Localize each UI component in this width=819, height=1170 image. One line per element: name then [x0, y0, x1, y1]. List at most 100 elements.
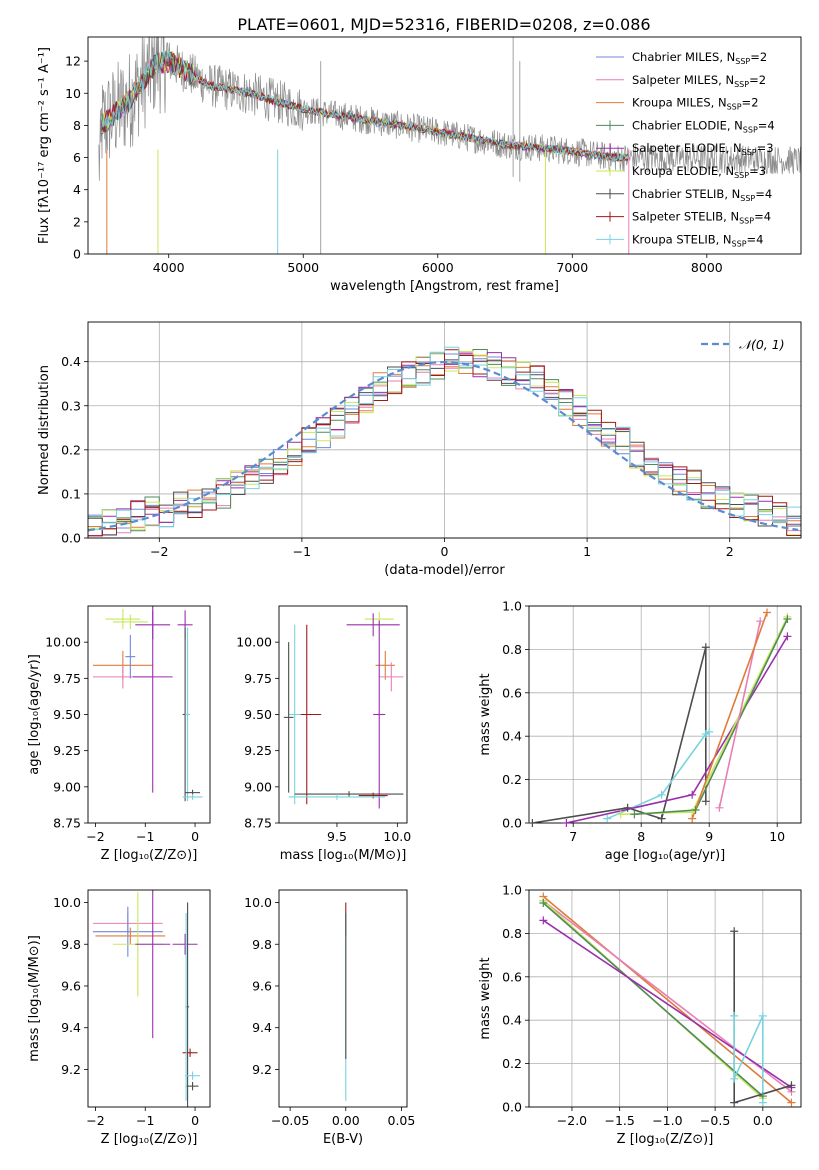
mass_vs_z-ytick-label: 9.4	[61, 1020, 81, 1035]
weight_vs_z-xtick-label: −1.5	[604, 1113, 634, 1128]
legend-nssp-sub: SSP	[734, 171, 749, 180]
weight_vs_z-ytick-label: 0.0	[502, 1100, 522, 1115]
legend-nssp-prefix: , N	[718, 73, 734, 87]
mass_vs_z-panel: −2 −1 0 9.2 9.4 9.6 9.8 10.0 Z [log₁₀(Z/Z⊙)] mass…	[27, 889, 211, 1147]
mass_vs_z-ytick-label: 9.8	[61, 937, 81, 952]
legend-nssp-eq: =	[757, 141, 767, 155]
weight_vs_age-xtick-label: 9	[705, 829, 713, 844]
weight_vs_age-marker-5-1	[756, 617, 765, 626]
age_vs_z-ytick-label: 9.75	[53, 671, 81, 686]
mass_vs_ebv-xtick-label: −0.05	[271, 1113, 309, 1128]
weight_vs_z-panel: −2.0 −1.5 −1.0 −0.5 0.0 0.0 0.2 0.4 0.6 0.8 1.0 Z […	[478, 883, 802, 1147]
legend-nssp-prefix: , N	[724, 187, 740, 201]
weight_vs_age-marker-0-4	[701, 797, 710, 806]
spectrum-ylabel: Flux [fλ10⁻¹⁷ erg cm⁻² s⁻¹ A⁻¹]	[37, 47, 52, 244]
residuals-xtick-label: 1	[583, 544, 591, 559]
age_vs_mass-ytick-label: 9.50	[244, 707, 272, 722]
legend-nssp-sub: SSP	[742, 148, 757, 157]
spectrum-ytick-label: 6	[73, 150, 81, 165]
age_vs_mass-xtick-label: 10.0	[383, 829, 411, 844]
mass_vs_z-xtick-label: −1	[136, 1113, 154, 1128]
legend-label-5: Kroupa ELODIE, NSSP=3	[632, 164, 766, 180]
weight_vs_z-ytick-label: 0.2	[502, 1056, 522, 1071]
mass_vs_ebv-xtick-label: 0.05	[388, 1113, 416, 1128]
age_vs_z-ytick-label: 9.00	[53, 779, 81, 794]
legend-model-name: Salpeter ELODIE	[632, 141, 726, 155]
legend-nssp-prefix: , N	[719, 50, 735, 64]
weight_vs_age-marker-4-2	[783, 615, 792, 624]
legend-model-name: Salpeter STELIB	[632, 210, 723, 224]
weight_vs_age-marker-4-0	[630, 810, 639, 819]
legend-nssp-eq: =	[755, 187, 765, 201]
weight_vs_age-xtick-label: 10	[769, 829, 785, 844]
weight_vs_z-ytick-label: 1.0	[502, 883, 522, 898]
legend-nssp-sub: SSP	[734, 80, 749, 89]
normal-curve	[88, 360, 799, 532]
legend-model-name: Chabrier STELIB	[632, 187, 724, 201]
mass_vs_ebv-xlabel: E(B-V)	[323, 1132, 363, 1147]
mass_vs_ebv-ytick-label: 9.8	[252, 937, 272, 952]
weight_vs_age-marker-6-0	[688, 814, 697, 823]
weight_vs_age-frame	[528, 605, 802, 824]
spectrum-ytick-label: 8	[73, 118, 81, 133]
spectrum-xtick-label: 8000	[691, 260, 723, 275]
legend-nssp-value: 4	[756, 232, 763, 246]
age_vs_z-panel: −2 −1 0 8.75 9.00 9.25 9.50 9.75 10.00 Z [log₁₀(Z…	[27, 605, 211, 863]
weight_vs_z-marker-6-3	[758, 1098, 767, 1107]
spectrum-frame	[87, 36, 802, 255]
residuals-xlabel: (data-model)/error	[384, 563, 505, 578]
age_vs_mass-ytick-label: 10.00	[236, 635, 272, 650]
age_vs_mass-plot-area	[283, 611, 404, 809]
mass_vs_z-ytick-label: 10.0	[53, 895, 81, 910]
spectrum-ytick-label: 4	[73, 182, 81, 197]
mass_vs_ebv-ytick-label: 9.4	[252, 1020, 272, 1035]
legend-label-3: Chabrier ELODIE, NSSP=4	[632, 118, 775, 134]
weight_vs_z-xtick-label: −2.0	[557, 1113, 587, 1128]
age_vs_z-xtick-label: −2	[86, 829, 104, 844]
residuals-ylabel: Normed distribution	[37, 365, 52, 495]
weight_vs_age-ytick-label: 0.2	[502, 772, 522, 787]
weight_vs_age-xlabel: age [log₁₀(age/yr)]	[605, 848, 726, 863]
weight_vs_z-series-4	[542, 919, 792, 1089]
legend-label-2: Kroupa MILES, NSSP=2	[632, 96, 759, 112]
mass_vs_z-plot-area	[92, 890, 201, 1107]
weight_vs_age-marker-0-3	[701, 643, 710, 652]
mass_vs_ebv-xtick-label: 0.00	[332, 1113, 360, 1128]
weight_vs_z-xlabel: Z [log₁₀(Z/Z⊙)]	[617, 1132, 714, 1147]
residuals-ytick-label: 0.0	[61, 531, 81, 546]
age_vs_z-xtick-label: −1	[136, 829, 154, 844]
weight_vs_age-ytick-label: 0.6	[502, 685, 522, 700]
weight_vs_age-marker-0-1	[623, 803, 632, 812]
age_vs_z-ytick-label: 9.25	[53, 743, 81, 758]
residuals-panel: −2 −1 0 1 2 0.0 0.1 0.2 0.3 0.4 (data-model)/error…	[37, 321, 802, 578]
weight_vs_age-marker-2-2	[783, 632, 792, 641]
legend-label-8: Kroupa STELIB, NSSP=4	[632, 232, 764, 248]
residuals-plot-area	[88, 346, 801, 537]
legend-nssp-value: 4	[765, 187, 772, 201]
legend-nssp-prefix: , N	[718, 164, 734, 178]
figure-title: PLATE=0601, MJD=52316, FIBERID=0208, z=0…	[237, 15, 650, 34]
spectrum-ytick-label: 12	[65, 54, 81, 69]
legend-nssp-prefix: , N	[716, 232, 732, 246]
mass_vs_z-ytick-label: 9.6	[61, 978, 81, 993]
legend-nssp-sub: SSP	[732, 239, 747, 248]
weight_vs_age-ytick-label: 0.4	[502, 729, 522, 744]
weight_vs_age-ylabel: mass weight	[478, 673, 493, 755]
legend-model-name: Kroupa MILES	[632, 96, 711, 110]
legend-nssp-prefix: , N	[726, 141, 742, 155]
residuals-ytick-label: 0.3	[61, 398, 81, 413]
legend-model-name: Chabrier MILES	[632, 50, 719, 64]
spectrum-xtick-label: 4000	[153, 260, 185, 275]
legend-model-name: Kroupa STELIB	[632, 232, 716, 246]
weight_vs_age-marker-4-1	[691, 805, 700, 814]
legend-nssp-eq: =	[742, 96, 752, 110]
legend-nssp-eq: =	[749, 164, 759, 178]
weight_vs_z-marker-5-1	[730, 1098, 739, 1107]
weight_vs_z-ylabel: mass weight	[478, 957, 493, 1039]
spectrum-plot-area	[98, 37, 801, 254]
age_vs_z-xtick-label: 0	[191, 829, 199, 844]
age_vs_mass-xtick-label: 9.5	[327, 829, 347, 844]
mass_vs_z-frame	[87, 889, 211, 1108]
legend-label-0: Chabrier MILES, NSSP=2	[632, 50, 767, 66]
